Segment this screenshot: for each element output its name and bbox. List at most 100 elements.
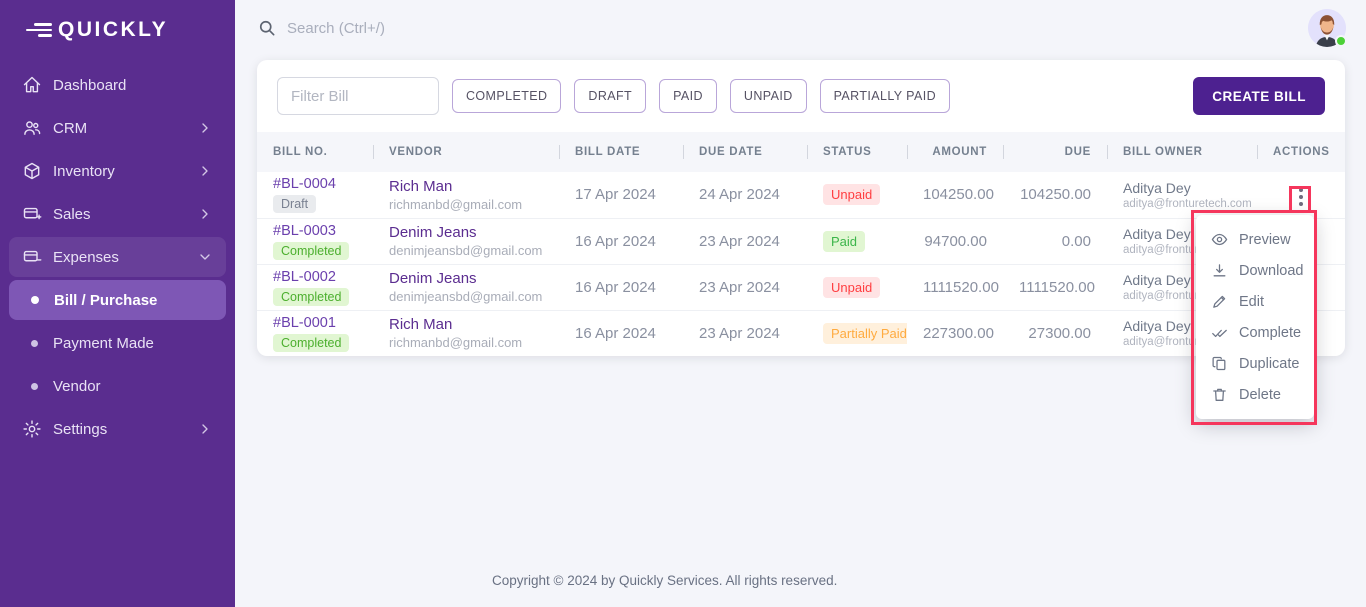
eye-icon xyxy=(1211,233,1228,246)
due-date: 24 Apr 2024 xyxy=(683,172,807,219)
speed-lines-icon xyxy=(26,23,52,37)
menu-item-preview[interactable]: Preview xyxy=(1196,224,1314,255)
vendor-email: richmanbd@gmail.com xyxy=(389,335,523,351)
status-badge: Completed xyxy=(273,241,350,260)
table-row: #BL-0003 Completed Denim Jeans denimjeansb… xyxy=(257,218,1345,265)
payment-status-badge: Paid xyxy=(823,230,866,252)
sidebar: QUICKLY Dashboard CRM Inventory Sales Ex… xyxy=(0,0,235,607)
header-due-date: DUE DATE xyxy=(683,132,807,172)
due-value: 27300.00 xyxy=(1028,324,1091,342)
sidebar-item-payment-made[interactable]: Payment Made xyxy=(9,323,226,363)
chevron-right-icon xyxy=(202,123,208,133)
sidebar-item-label: Settings xyxy=(53,420,108,438)
bill-owner-email: aditya@fronturetech.com xyxy=(1123,197,1252,210)
bill-date: 17 Apr 2024 xyxy=(559,172,683,219)
sidebar-item-inventory[interactable]: Inventory xyxy=(9,151,226,191)
bill-date: 16 Apr 2024 xyxy=(559,264,683,311)
chevron-right-icon xyxy=(202,424,208,434)
bullet-icon xyxy=(31,382,38,390)
main-content: COMPLETED DRAFT PAID UNPAID PARTIALLY PA… xyxy=(235,0,1366,607)
brand-name: QUICKLY xyxy=(58,18,169,41)
bill-number-link[interactable]: #BL-0001 xyxy=(273,314,336,331)
filter-chip-completed[interactable]: COMPLETED xyxy=(452,79,562,113)
filter-chip-draft[interactable]: DRAFT xyxy=(574,79,647,113)
filter-chip-partially-paid[interactable]: PARTIALLY PAID xyxy=(819,79,951,113)
brand-logo[interactable]: QUICKLY xyxy=(0,0,235,56)
gear-icon xyxy=(23,420,41,438)
status-badge: Completed xyxy=(273,287,350,306)
menu-item-delete[interactable]: Delete xyxy=(1196,379,1314,410)
filter-chip-paid[interactable]: PAID xyxy=(659,79,717,113)
online-status-dot xyxy=(1335,35,1347,47)
sidebar-item-label: Payment Made xyxy=(53,334,154,352)
chevron-right-icon xyxy=(202,166,208,176)
due-value: 1111520.00 xyxy=(1003,264,1107,311)
menu-item-duplicate[interactable]: Duplicate xyxy=(1196,348,1314,379)
table-row: #BL-0002 Completed Denim Jeans denimjeansb… xyxy=(257,264,1345,311)
vendor-link[interactable]: Rich Man xyxy=(389,177,453,195)
search-icon xyxy=(259,20,275,36)
create-bill-button[interactable]: CREATE BILL xyxy=(1193,77,1325,115)
duplicate-icon xyxy=(1212,356,1226,371)
filter-toolbar: COMPLETED DRAFT PAID UNPAID PARTIALLY PA… xyxy=(257,60,1345,132)
due-value: 0.00 xyxy=(1003,218,1107,265)
sidebar-item-label: Bill / Purchase xyxy=(54,291,158,309)
payment-status-badge: Partially Paid xyxy=(823,322,907,344)
vendor-link[interactable]: Denim Jeans xyxy=(389,224,477,241)
table-row: #BL-0004 Draft Rich Man richmanbd@gmail.co… xyxy=(257,172,1345,219)
bullet-icon xyxy=(31,339,38,347)
menu-item-label: Preview xyxy=(1239,231,1291,248)
vendor-link[interactable]: Rich Man xyxy=(389,316,453,334)
sidebar-item-crm[interactable]: CRM xyxy=(9,108,226,148)
sidebar-item-dashboard[interactable]: Dashboard xyxy=(9,65,226,105)
card-plus-icon xyxy=(23,207,42,220)
menu-item-edit[interactable]: Edit xyxy=(1196,286,1314,317)
sidebar-item-bill-purchase[interactable]: Bill / Purchase xyxy=(9,280,226,320)
menu-item-download[interactable]: Download xyxy=(1196,255,1314,286)
box-icon xyxy=(24,162,40,180)
sidebar-item-sales[interactable]: Sales xyxy=(9,194,226,234)
menu-item-label: Duplicate xyxy=(1239,355,1300,372)
bill-number-link[interactable]: #BL-0003 xyxy=(273,222,336,239)
chevron-down-icon xyxy=(200,254,210,260)
footer: Copyright © 2024 by Quickly Services. Al… xyxy=(492,573,1366,588)
bullet-icon xyxy=(31,296,39,304)
header-bill-date: BILL DATE xyxy=(559,132,683,172)
global-search[interactable] xyxy=(257,18,1308,38)
payment-status-badge: Unpaid xyxy=(823,184,881,206)
sidebar-item-vendor[interactable]: Vendor xyxy=(9,366,226,406)
header-due: DUE xyxy=(1003,132,1107,172)
filter-bill-input[interactable] xyxy=(277,77,439,115)
topbar xyxy=(235,0,1366,56)
sidebar-item-label: Sales xyxy=(53,205,91,223)
amount-value: 94700.00 xyxy=(907,218,1003,265)
sidebar-item-label: CRM xyxy=(53,119,88,137)
bill-date: 16 Apr 2024 xyxy=(559,218,683,265)
search-input[interactable] xyxy=(287,19,687,37)
amount-value: 104250.00 xyxy=(907,172,1003,219)
bill-number-link[interactable]: #BL-0002 xyxy=(273,268,336,285)
bill-owner-name: Aditya Dey xyxy=(1123,272,1191,288)
bill-number-link[interactable]: #BL-0004 xyxy=(273,176,336,193)
due-value: 104250.00 xyxy=(1003,172,1107,219)
status-badge: Draft xyxy=(273,195,317,214)
menu-item-label: Download xyxy=(1239,262,1304,279)
menu-item-complete[interactable]: Complete xyxy=(1196,317,1314,348)
user-avatar[interactable] xyxy=(1308,9,1347,47)
sidebar-item-label: Expenses xyxy=(53,248,119,266)
menu-item-label: Complete xyxy=(1239,324,1302,341)
due-date: 23 Apr 2024 xyxy=(683,264,807,311)
amount-value: 1111520.00 xyxy=(907,264,1003,311)
sidebar-item-settings[interactable]: Settings xyxy=(9,409,226,449)
sidebar-item-expenses[interactable]: Expenses xyxy=(9,237,226,277)
menu-item-label: Edit xyxy=(1239,293,1264,310)
filter-chip-unpaid[interactable]: UNPAID xyxy=(729,79,807,113)
chevron-right-icon xyxy=(202,209,208,219)
row-actions-kebab-icon[interactable] xyxy=(1291,183,1311,211)
header-amount: AMOUNT xyxy=(907,132,1003,172)
sidebar-item-label: Dashboard xyxy=(53,76,127,94)
bill-owner-name: Aditya Dey xyxy=(1123,318,1191,335)
vendor-link[interactable]: Denim Jeans xyxy=(389,270,477,287)
bill-list-card: COMPLETED DRAFT PAID UNPAID PARTIALLY PA… xyxy=(257,60,1345,356)
trash-icon xyxy=(1213,388,1226,401)
